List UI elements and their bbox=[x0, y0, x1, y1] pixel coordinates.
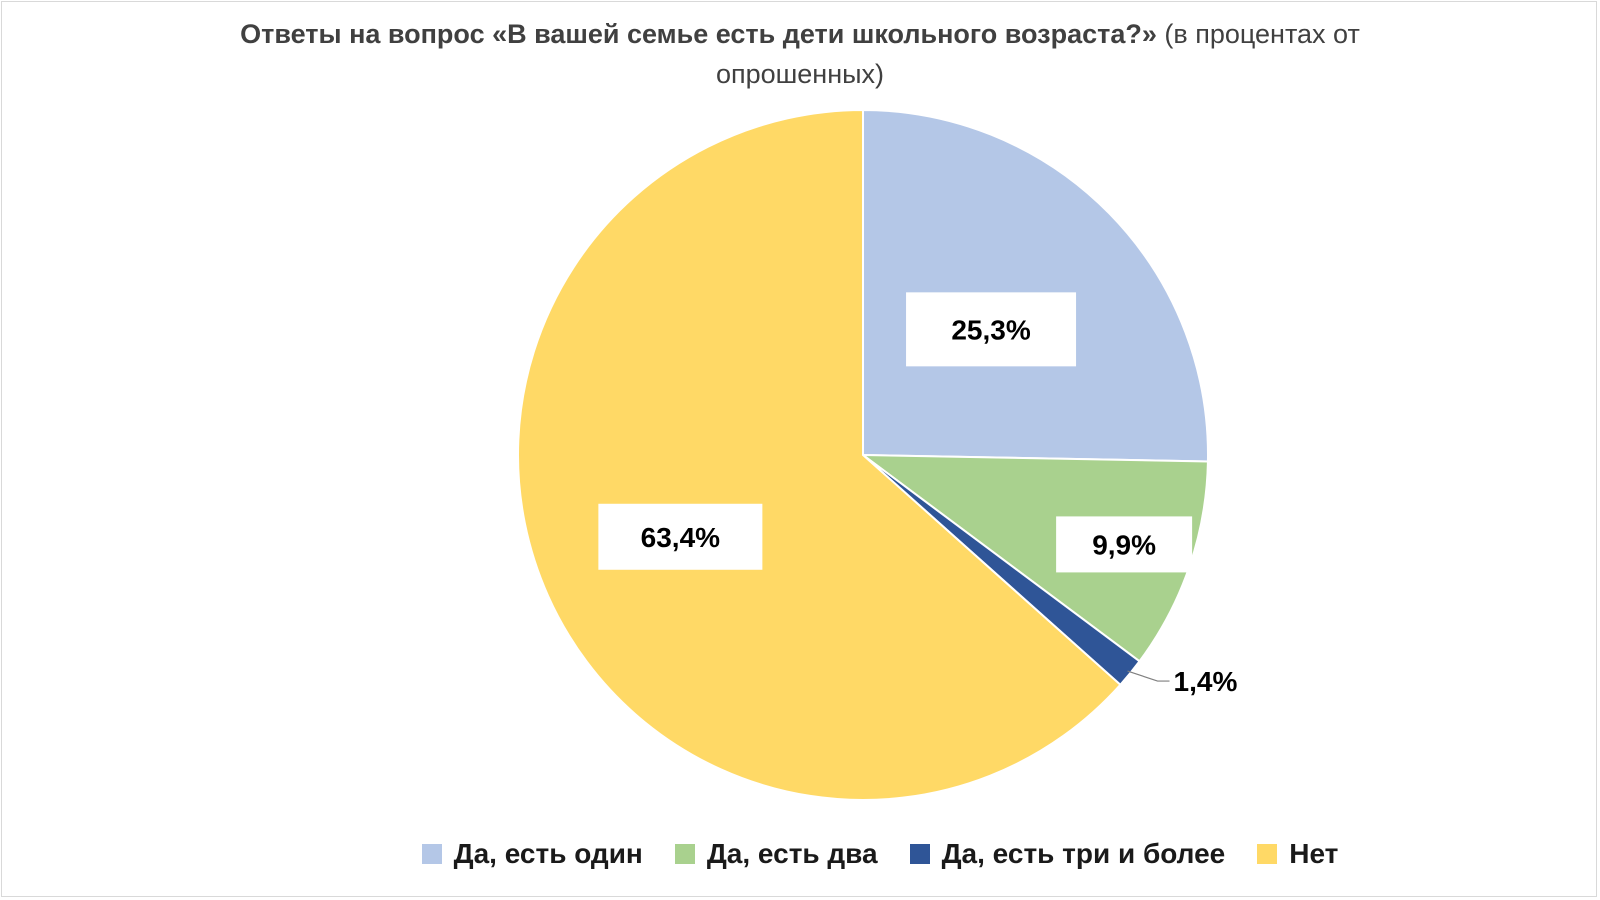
legend-item-1: Да, есть один bbox=[421, 838, 643, 870]
legend-swatch-3 bbox=[909, 844, 930, 864]
data-label-3: 1,4% bbox=[1174, 666, 1238, 697]
legend-swatch-1 bbox=[421, 844, 442, 864]
data-label-box-2 bbox=[1056, 516, 1193, 573]
data-label-box-1 bbox=[906, 292, 1077, 367]
legend-label-4: Нет bbox=[1289, 838, 1339, 869]
legend-label-1: Да, есть один bbox=[453, 838, 643, 869]
legend-label-2: Да, есть два bbox=[706, 838, 878, 869]
chart-title-regular: (в процентах от опрошенных) bbox=[715, 19, 1360, 89]
pie-slice-1 bbox=[862, 108, 1209, 463]
data-label-2: 9,9% bbox=[1092, 529, 1156, 560]
chart-legend: Да, есть один Да, есть два Да, есть три и … bbox=[0, 838, 1600, 870]
data-label-1: 25,3% bbox=[951, 314, 1030, 345]
chart-title-bold: Ответы на вопрос «В вашей семье есть дет… bbox=[240, 19, 1157, 49]
leader-line-3 bbox=[1127, 670, 1170, 682]
legend-label-3: Да, есть три и более bbox=[941, 838, 1226, 869]
legend-item-3: Да, есть три и более bbox=[909, 838, 1226, 870]
legend-swatch-4 bbox=[1257, 844, 1278, 864]
pie-slice-4 bbox=[517, 108, 1122, 801]
data-label-box-4 bbox=[598, 503, 763, 570]
legend-item-4: Нет bbox=[1257, 838, 1338, 870]
data-label-4: 63,4% bbox=[641, 522, 720, 553]
legend-swatch-2 bbox=[674, 844, 695, 864]
legend-item-2: Да, есть два bbox=[674, 838, 878, 870]
chart-title: Ответы на вопрос «В вашей семье есть дет… bbox=[200, 14, 1400, 94]
